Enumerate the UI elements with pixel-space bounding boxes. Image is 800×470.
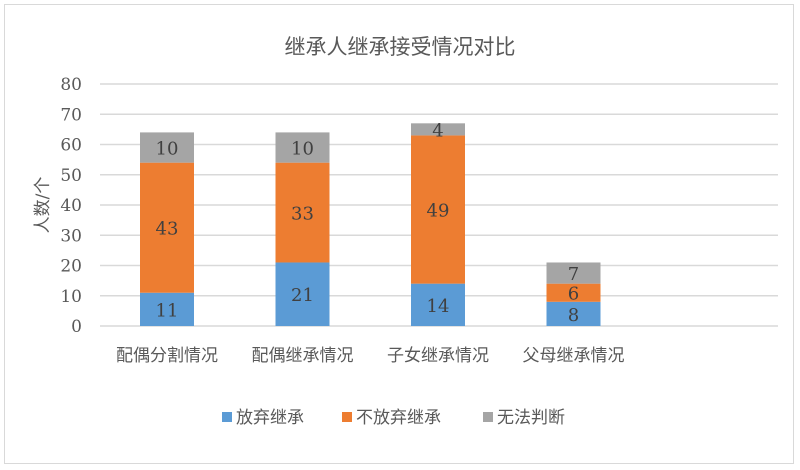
data-label: 14	[427, 296, 450, 317]
legend-label: 放弃继承	[236, 408, 304, 428]
bar-segment	[411, 135, 465, 284]
x-tick-label: 配偶分割情况	[116, 346, 218, 366]
data-label: 33	[291, 204, 314, 225]
bar-segment	[275, 162, 330, 263]
legend-swatch	[222, 412, 232, 422]
y-tick-label: 10	[60, 287, 82, 307]
chart-title: 继承人继承接受情况对比	[285, 35, 516, 59]
bar-segment	[411, 123, 465, 136]
data-label: 49	[427, 201, 450, 222]
x-tick-label: 配偶继承情况	[252, 346, 354, 366]
legend-label: 不放弃继承	[356, 408, 441, 428]
y-tick-label: 50	[60, 166, 82, 186]
bar-segment	[275, 132, 330, 163]
bar-segment	[140, 292, 194, 326]
bar-segment	[275, 262, 330, 326]
y-tick-label: 0	[71, 317, 82, 337]
legend-swatch	[483, 412, 493, 422]
bar-segment	[546, 262, 601, 284]
y-tick-label: 70	[60, 105, 82, 125]
bar-segment	[140, 162, 194, 293]
y-tick-label: 20	[60, 257, 82, 277]
legend-swatch	[342, 412, 352, 422]
bar-segment	[411, 283, 465, 326]
legend-label: 无法判断	[497, 408, 565, 428]
data-label: 10	[156, 139, 179, 160]
y-axis-label: 人数/个	[33, 177, 53, 234]
y-tick-label: 80	[60, 75, 82, 95]
chart-frame	[4, 4, 794, 464]
y-tick-label: 40	[60, 196, 82, 216]
y-tick-label: 60	[60, 136, 82, 156]
data-label: 6	[568, 284, 579, 305]
x-tick-label: 父母继承情况	[523, 346, 625, 366]
data-label: 43	[156, 219, 179, 240]
data-label: 4	[432, 120, 443, 141]
data-label: 11	[156, 300, 179, 321]
data-label: 21	[291, 285, 314, 306]
data-label: 7	[568, 264, 579, 285]
y-tick-label: 30	[60, 226, 82, 246]
bar-segment	[546, 283, 601, 302]
data-label: 8	[568, 305, 579, 326]
bar-segment	[140, 132, 194, 163]
bar-segment	[546, 301, 601, 326]
x-tick-label: 子女继承情况	[387, 346, 489, 366]
data-label: 10	[291, 139, 314, 160]
